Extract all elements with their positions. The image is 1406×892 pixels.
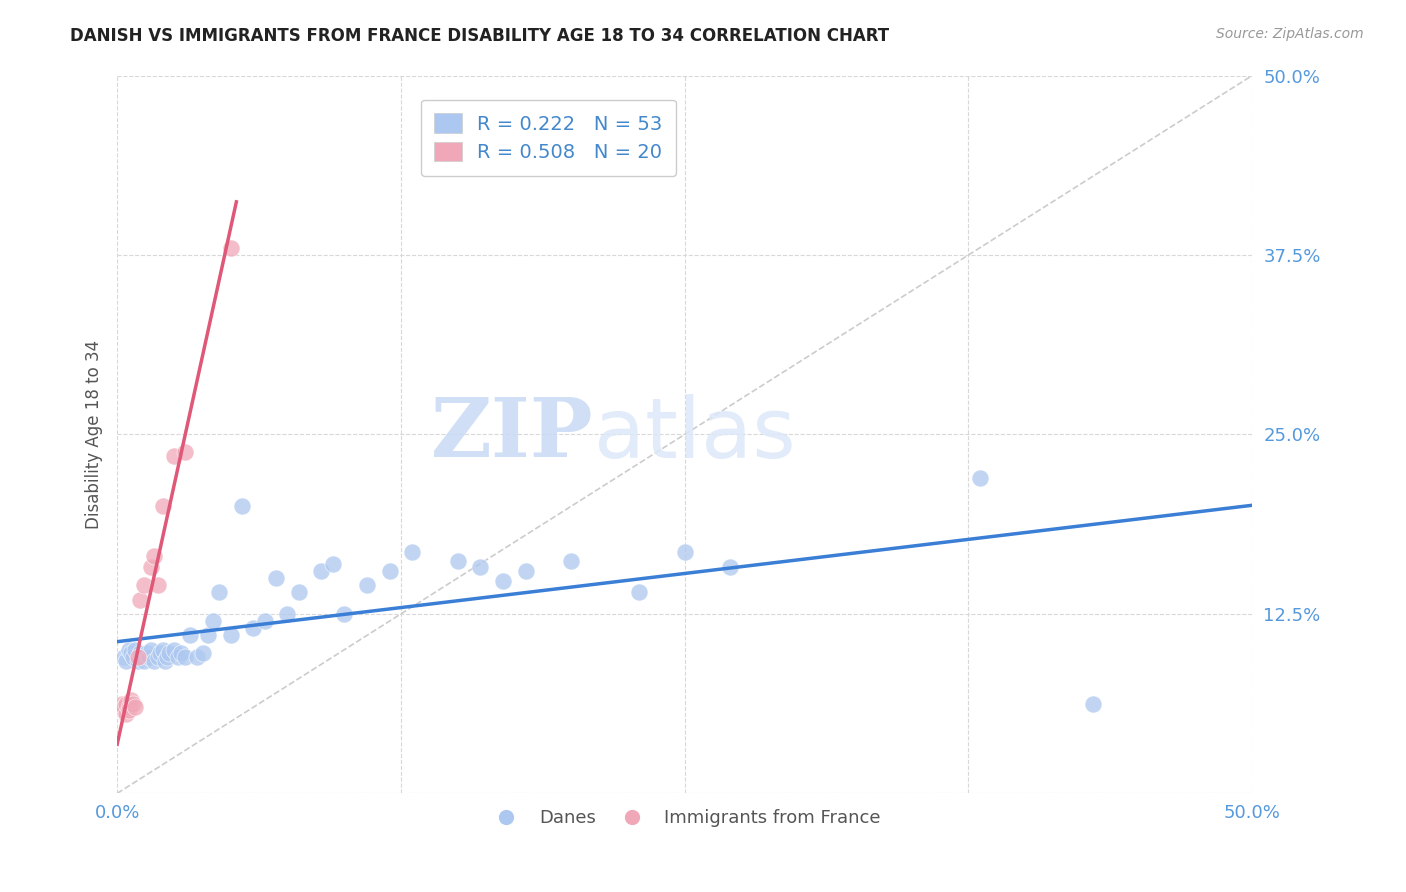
Point — [208, 585, 231, 599]
Point — [146, 578, 169, 592]
Point — [117, 703, 139, 717]
Point — [134, 654, 156, 668]
Point — [515, 564, 537, 578]
Point — [447, 554, 470, 568]
Point — [152, 642, 174, 657]
Point — [333, 607, 356, 621]
Point — [174, 444, 197, 458]
Point — [170, 646, 193, 660]
Point — [146, 650, 169, 665]
Point — [124, 642, 146, 657]
Y-axis label: Disability Age 18 to 34: Disability Age 18 to 34 — [86, 340, 103, 529]
Point — [127, 654, 149, 668]
Point — [120, 693, 142, 707]
Point — [141, 559, 163, 574]
Point — [193, 646, 215, 660]
Point — [120, 646, 142, 660]
Point — [128, 646, 150, 660]
Point — [264, 571, 287, 585]
Point — [163, 642, 186, 657]
Point — [156, 650, 179, 665]
Point — [131, 650, 153, 665]
Point — [115, 698, 138, 712]
Point — [174, 650, 197, 665]
Point — [322, 557, 344, 571]
Point — [157, 646, 180, 660]
Point — [122, 650, 145, 665]
Point — [112, 650, 135, 665]
Point — [492, 574, 515, 588]
Point — [117, 700, 139, 714]
Point — [186, 650, 208, 665]
Point — [117, 642, 139, 657]
Point — [1083, 698, 1105, 712]
Point — [141, 642, 163, 657]
Point — [167, 650, 190, 665]
Point — [112, 700, 135, 714]
Point — [231, 500, 253, 514]
Point — [311, 564, 333, 578]
Point — [401, 545, 423, 559]
Point — [197, 628, 219, 642]
Point — [153, 654, 176, 668]
Point — [152, 500, 174, 514]
Point — [124, 700, 146, 714]
Point — [179, 628, 201, 642]
Point — [253, 614, 276, 628]
Point — [111, 698, 134, 712]
Point — [122, 698, 145, 712]
Point — [127, 650, 149, 665]
Text: ZIP: ZIP — [432, 394, 593, 475]
Point — [135, 646, 157, 660]
Legend: Danes, Immigrants from France: Danes, Immigrants from France — [481, 802, 889, 835]
Point — [149, 646, 172, 660]
Point — [134, 578, 156, 592]
Point — [138, 650, 160, 665]
Point — [969, 470, 991, 484]
Point — [115, 654, 138, 668]
Point — [560, 554, 582, 568]
Point — [673, 545, 696, 559]
Point — [112, 703, 135, 717]
Point — [219, 628, 242, 642]
Point — [115, 707, 138, 722]
Point — [128, 592, 150, 607]
Point — [718, 559, 741, 574]
Point — [470, 559, 492, 574]
Point — [288, 585, 311, 599]
Point — [276, 607, 298, 621]
Point — [163, 449, 186, 463]
Text: atlas: atlas — [593, 394, 796, 475]
Point — [628, 585, 651, 599]
Point — [142, 654, 165, 668]
Point — [142, 549, 165, 564]
Point — [219, 241, 242, 255]
Point — [356, 578, 378, 592]
Text: DANISH VS IMMIGRANTS FROM FRANCE DISABILITY AGE 18 TO 34 CORRELATION CHART: DANISH VS IMMIGRANTS FROM FRANCE DISABIL… — [70, 27, 890, 45]
Point — [242, 621, 264, 635]
Text: Source: ZipAtlas.com: Source: ZipAtlas.com — [1216, 27, 1364, 41]
Point — [201, 614, 224, 628]
Point — [378, 564, 401, 578]
